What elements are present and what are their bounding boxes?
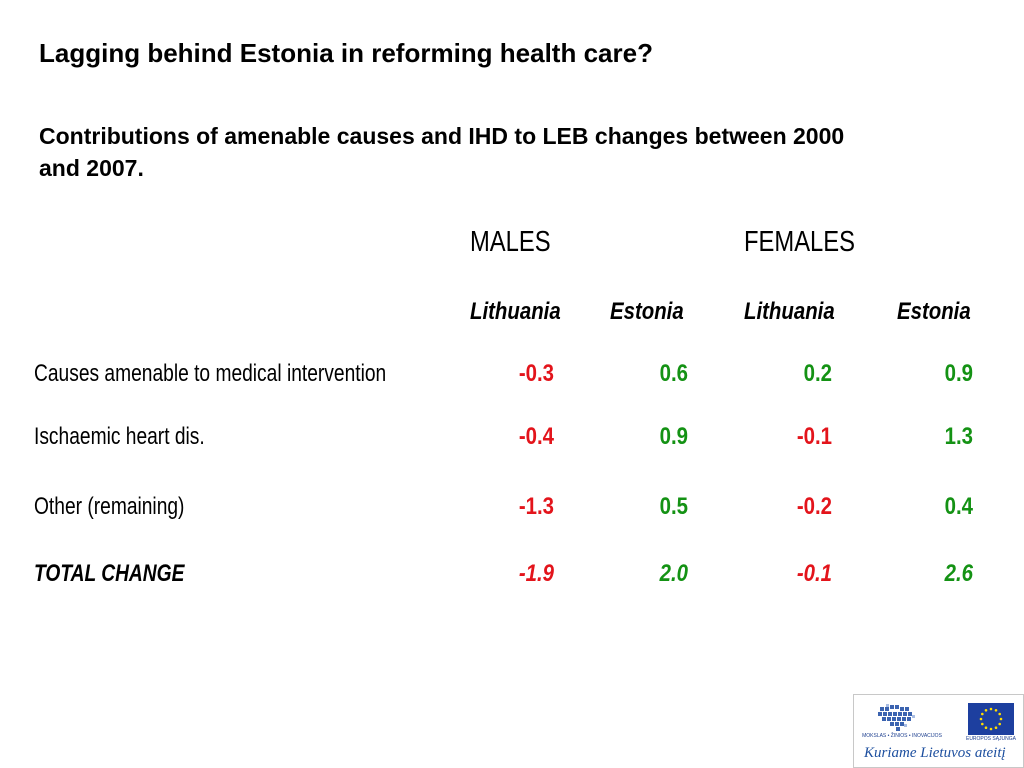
cell-amenable-females-estonia: 0.9 (944, 360, 973, 387)
fund-text: MOKSLAS • ŽINIOS • INOVACIJOS (862, 733, 942, 739)
slogan-text: Kuriame Lietuvos ateitį (864, 745, 1006, 761)
column-header-males-estonia: Estonia (610, 298, 684, 325)
cell-ihd-males-lithuania: -0.4 (518, 423, 554, 450)
cell-ihd-males-estonia: 0.9 (659, 423, 688, 450)
cell-amenable-females-lithuania: 0.2 (803, 360, 832, 387)
group-header-females: FEMALES (744, 226, 856, 258)
eu-text: EUROPOS SĄJUNGA (965, 736, 1016, 742)
column-header-males-lithuania: Lithuania (470, 298, 561, 325)
slide-title: Lagging behind Estonia in reforming heal… (39, 38, 653, 68)
cell-ihd-females-estonia: 1.3 (944, 423, 973, 450)
lithuania-map-icon (878, 704, 915, 731)
column-header-females-estonia: Estonia (897, 298, 971, 325)
group-header-males: MALES (470, 226, 551, 258)
eu-funding-logo: MOKSLAS • ŽINIOS • INOVACIJOS EUROPOS SĄ… (853, 694, 1024, 768)
cell-other-females-estonia: 0.4 (944, 493, 973, 520)
eu-flag-icon (968, 703, 1014, 735)
cell-total-males-estonia: 2.0 (659, 560, 688, 587)
slide-subtitle: Contributions of amenable causes and IHD… (39, 123, 845, 181)
row-label-ihd: Ischaemic heart dis. (34, 423, 205, 450)
cell-total-females-lithuania: -0.1 (796, 560, 832, 587)
row-label-amenable: Causes amenable to medical intervention (34, 360, 387, 387)
cell-amenable-males-estonia: 0.6 (659, 360, 688, 387)
cell-total-females-estonia: 2.6 (944, 560, 973, 587)
cell-other-females-lithuania: -0.2 (796, 493, 832, 520)
row-label-total: TOTAL CHANGE (34, 560, 185, 587)
cell-amenable-males-lithuania: -0.3 (518, 360, 554, 387)
cell-other-males-lithuania: -1.3 (518, 493, 554, 520)
cell-other-males-estonia: 0.5 (659, 493, 688, 520)
row-label-other: Other (remaining) (34, 493, 185, 520)
cell-ihd-females-lithuania: -0.1 (796, 423, 832, 450)
column-header-females-lithuania: Lithuania (744, 298, 835, 325)
cell-total-males-lithuania: -1.9 (518, 560, 554, 587)
